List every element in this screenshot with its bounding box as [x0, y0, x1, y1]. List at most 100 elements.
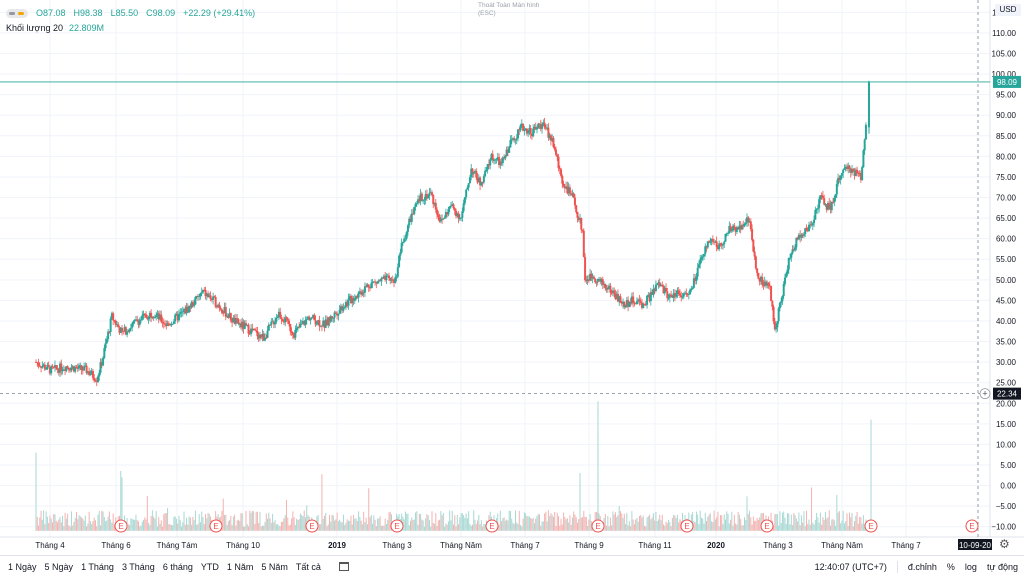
volume-bar — [332, 515, 334, 531]
candle-body — [165, 324, 168, 326]
earnings-marker[interactable] — [114, 519, 128, 533]
volume-bar — [187, 524, 189, 531]
settings-gear-icon[interactable]: ⚙ — [999, 537, 1010, 551]
candle-body — [603, 283, 606, 285]
candle-body — [782, 283, 785, 297]
percent-toggle[interactable]: % — [946, 561, 955, 572]
range-button[interactable]: 5 Ngày — [44, 561, 74, 572]
candle-body — [506, 149, 509, 153]
candle-body — [647, 294, 650, 296]
candle-body — [374, 281, 377, 283]
earnings-marker[interactable] — [591, 519, 605, 533]
range-button[interactable]: 5 Năm — [261, 561, 288, 572]
candle-body — [696, 267, 699, 277]
volume-bar — [222, 498, 224, 531]
volume-bar — [192, 516, 194, 531]
volume-bar — [514, 510, 516, 531]
candle-body — [267, 324, 270, 331]
candle-body — [59, 363, 62, 373]
volume-bar — [656, 521, 658, 531]
candle-body — [242, 321, 245, 329]
candle-body — [386, 275, 389, 277]
candle-body — [126, 331, 129, 335]
range-button[interactable]: 1 Tháng — [81, 561, 114, 572]
volume-bar — [385, 523, 387, 531]
range-button[interactable]: 1 Ngày — [8, 561, 37, 572]
range-button[interactable]: 1 Năm — [226, 561, 254, 572]
volume-bar — [838, 511, 840, 531]
volume-bar — [163, 514, 165, 531]
candle-body — [724, 233, 727, 242]
exit-fullscreen-hint[interactable]: Thoát Toàn Màn hình (ESC) — [478, 2, 539, 18]
candle-body — [395, 276, 398, 278]
candle-body — [43, 364, 46, 370]
candle-body — [604, 283, 607, 288]
range-button[interactable]: 6 tháng — [162, 561, 193, 572]
candle-body — [485, 169, 488, 171]
log-toggle[interactable]: log — [964, 561, 977, 572]
high-value: H98.38 — [73, 8, 103, 18]
candle-body — [791, 249, 794, 254]
range-button[interactable]: YTD — [200, 561, 219, 572]
earnings-marker[interactable] — [864, 519, 878, 533]
candle-body — [162, 322, 165, 324]
add-alert-plus-icon[interactable] — [979, 388, 991, 400]
volume-bar — [636, 517, 638, 531]
candle-body — [814, 209, 817, 220]
volume-bar — [412, 520, 414, 531]
volume-bar — [664, 525, 666, 531]
clock-readout[interactable]: 12:40:07 (UTC+7) — [814, 561, 887, 572]
earnings-marker[interactable] — [965, 519, 979, 533]
candle-body — [294, 330, 297, 338]
range-button[interactable]: Tất cả — [295, 561, 321, 572]
volume-bar — [411, 517, 413, 531]
goto-date-calendar-icon[interactable] — [338, 562, 349, 571]
earnings-marker[interactable] — [680, 519, 694, 533]
volume-bar — [179, 520, 181, 531]
earnings-marker[interactable] — [390, 519, 404, 533]
volume-bar — [428, 519, 430, 531]
candle-body — [336, 313, 339, 316]
candle-body — [103, 348, 106, 358]
candle-body — [599, 279, 602, 282]
adjust-toggle[interactable]: đ.chỉnh — [907, 561, 937, 572]
auto-scale-toggle[interactable]: tự động — [986, 561, 1018, 572]
volume-bar — [608, 526, 610, 531]
volume-bar — [267, 518, 269, 531]
candle-body — [172, 321, 175, 324]
symbol-toggle-icon[interactable] — [6, 9, 28, 18]
currency-badge[interactable]: USD — [995, 4, 1021, 16]
volume-bar — [68, 525, 70, 531]
volume-bar — [351, 524, 353, 531]
volume-bar — [781, 512, 783, 531]
volume-bar — [441, 515, 443, 531]
candle-body — [842, 169, 845, 174]
candle-body — [327, 317, 330, 326]
volume-bar — [407, 513, 409, 531]
volume-bar — [63, 526, 65, 531]
volume-bar — [473, 510, 475, 531]
candle-body — [207, 293, 210, 298]
candle-body — [692, 278, 695, 288]
price-tick-label: 35.00 — [996, 338, 1017, 347]
candle-body — [155, 315, 158, 318]
range-button[interactable]: 3 Tháng — [121, 561, 155, 572]
candle-body — [753, 251, 756, 257]
candle-body — [629, 301, 632, 304]
volume-bar — [420, 513, 422, 531]
volume-bar — [644, 525, 646, 531]
candle-body — [554, 149, 557, 155]
volume-bar — [55, 520, 57, 531]
volume-bar — [504, 520, 506, 531]
earnings-marker[interactable] — [760, 519, 774, 533]
earnings-marker[interactable] — [305, 519, 319, 533]
volume-bar — [521, 526, 523, 531]
earnings-marker[interactable] — [485, 519, 499, 533]
time-tick-label: Tháng 9 — [574, 541, 604, 550]
earnings-marker[interactable] — [209, 519, 223, 533]
candle-body — [509, 140, 512, 148]
candle-body — [494, 159, 497, 161]
volume-bar — [722, 524, 724, 531]
